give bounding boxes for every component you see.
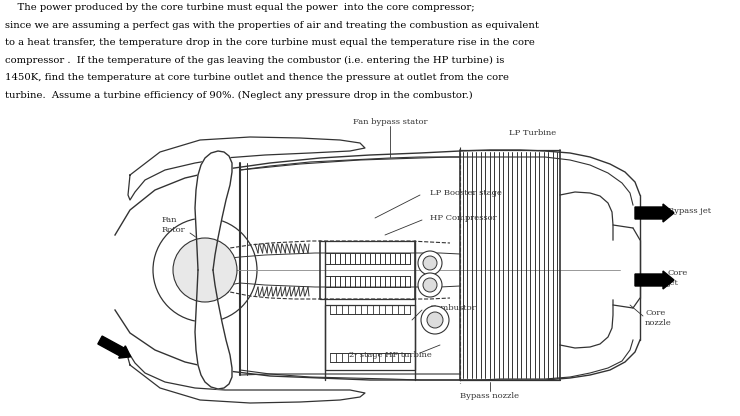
Text: LP Booster stage: LP Booster stage: [430, 189, 502, 197]
Text: turbine.  Assume a turbine efficiency of 90%. (Neglect any pressure drop in the : turbine. Assume a turbine efficiency of …: [5, 91, 473, 99]
Text: Bypass jet: Bypass jet: [668, 207, 711, 215]
Circle shape: [153, 218, 257, 322]
Circle shape: [418, 251, 442, 275]
Polygon shape: [128, 137, 365, 200]
Text: LP Turbine: LP Turbine: [509, 129, 556, 137]
Bar: [325, 305, 415, 370]
Circle shape: [421, 306, 449, 334]
Text: compressor .  If the temperature of the gas leaving the combustor (i.e. entering: compressor . If the temperature of the g…: [5, 55, 505, 64]
FancyArrow shape: [635, 271, 674, 289]
FancyArrow shape: [98, 336, 131, 358]
Text: 1450K, find the temperature at core turbine outlet and thence the pressure at ou: 1450K, find the temperature at core turb…: [5, 73, 509, 82]
Circle shape: [173, 238, 237, 302]
FancyArrow shape: [635, 204, 674, 222]
Text: Bypass nozzle: Bypass nozzle: [460, 392, 519, 400]
Text: since we are assuming a perfect gas with the properties of air and treating the : since we are assuming a perfect gas with…: [5, 20, 539, 30]
Text: Fan bypass stator: Fan bypass stator: [353, 118, 427, 126]
Circle shape: [423, 256, 437, 270]
Circle shape: [423, 278, 437, 292]
Polygon shape: [195, 270, 232, 389]
Text: to a heat transfer, the temperature drop in the core turbine must equal the temp: to a heat transfer, the temperature drop…: [5, 38, 535, 47]
Polygon shape: [128, 355, 365, 403]
Text: HP Compressor: HP Compressor: [430, 214, 497, 222]
Text: Core
nozzle: Core nozzle: [645, 310, 672, 327]
Text: Fan
Rotor: Fan Rotor: [162, 216, 186, 234]
Circle shape: [427, 312, 443, 328]
Text: Combustor: Combustor: [430, 304, 477, 312]
Text: Core
jet: Core jet: [668, 270, 688, 287]
Text: The power produced by the core turbine must equal the power  into the core compr: The power produced by the core turbine m…: [5, 3, 474, 12]
Circle shape: [418, 273, 442, 297]
Polygon shape: [195, 151, 232, 270]
Text: 2- stage HP turbine: 2- stage HP turbine: [349, 351, 431, 359]
